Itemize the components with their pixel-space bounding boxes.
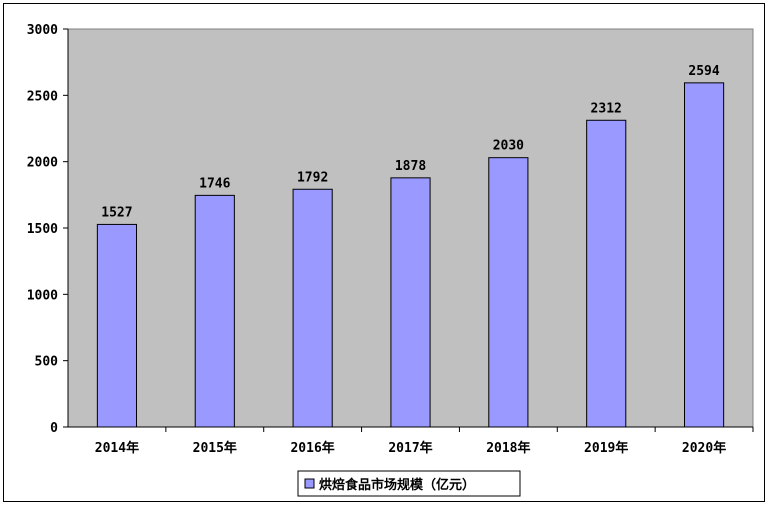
data-labels: 1527 1746 1792 1878 2030 2312 2594: [101, 64, 720, 221]
x-axis: 2014年 2015年 2016年 2017年 2018年 2019年 2020年: [68, 426, 754, 456]
legend-swatch: [304, 478, 315, 489]
legend-label: 烘焙食品市场规模（亿元）: [319, 477, 475, 493]
data-label: 2030: [493, 139, 524, 154]
y-tick-label: 1500: [27, 222, 58, 237]
data-label: 2312: [591, 101, 622, 116]
x-tick-label: 2015年: [193, 440, 237, 456]
data-label: 1878: [395, 159, 426, 174]
bar: [488, 157, 529, 428]
data-label: 2594: [688, 64, 719, 79]
y-axis: 0 500 1000 1500 2000 2500 3000: [27, 23, 69, 436]
x-tick-label: 2016年: [290, 440, 334, 456]
x-tick-label: 2014年: [95, 440, 139, 456]
y-tick-label: 500: [35, 355, 59, 370]
legend-box: [297, 470, 521, 497]
y-tick-label: 1000: [27, 288, 58, 303]
y-tick-label: 0: [50, 421, 58, 436]
x-tick-label: 2018年: [486, 440, 530, 456]
bar: [390, 177, 431, 428]
bar: [194, 194, 235, 428]
data-label: 1527: [101, 205, 132, 220]
bar: [586, 119, 627, 428]
bar: [684, 82, 725, 428]
y-tick-label: 2500: [27, 89, 58, 104]
y-tick-label: 2000: [27, 156, 58, 171]
bar-series: [96, 82, 725, 428]
x-tick-label: 2020年: [682, 440, 726, 456]
bar: [292, 188, 333, 428]
data-label: 1746: [199, 176, 230, 191]
x-tick-label: 2019年: [584, 440, 628, 456]
legend: 烘焙食品市场规模（亿元）: [297, 470, 521, 497]
y-tick-label: 3000: [27, 23, 58, 38]
data-label: 1792: [297, 170, 328, 185]
x-tick-label: 2017年: [388, 440, 432, 456]
bar: [96, 223, 137, 428]
